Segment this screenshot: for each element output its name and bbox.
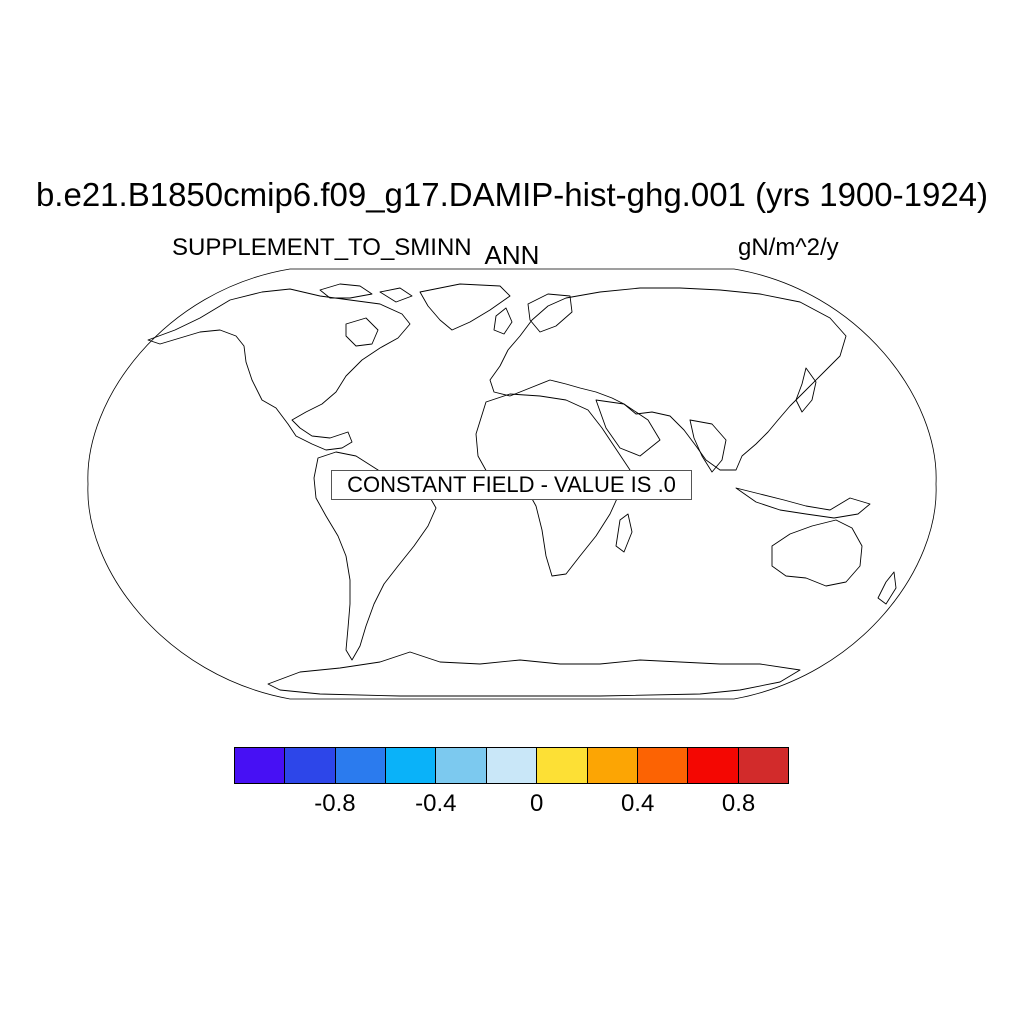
coastline-arabia [595, 399, 661, 457]
coastline-canada-islands [319, 283, 413, 303]
units-label: gN/m^2/y [738, 234, 839, 261]
coastline-greenland [419, 283, 511, 331]
colorbar-cell [537, 748, 588, 783]
colorbar [234, 747, 789, 784]
coastline-india [689, 419, 727, 473]
coastline-uk [493, 307, 513, 335]
variable-label: SUPPLEMENT_TO_SMINN [172, 234, 472, 261]
coastline-australia [771, 519, 863, 587]
colorbar-tick-label: 0.4 [620, 790, 655, 817]
colorbar-tick-label: 0 [530, 790, 544, 817]
coastline-japan [795, 367, 817, 413]
colorbar-cell [486, 748, 538, 783]
colorbar-cell [235, 748, 286, 783]
constant-field-message: CONSTANT FIELD - VALUE IS .0 [331, 470, 692, 500]
colorbar-tick-label: -0.4 [415, 790, 457, 817]
coastline-indonesia [735, 487, 871, 519]
colorbar-cell [436, 748, 487, 783]
coastline-antarctica [267, 651, 801, 697]
colorbar-cell [688, 748, 739, 783]
colorbar-cell [637, 748, 689, 783]
coastline-hudson [345, 317, 379, 347]
colorbar-cell [738, 748, 788, 783]
coastline-new-zealand [877, 571, 897, 605]
colorbar-cell [335, 748, 387, 783]
colorbar-cell [386, 748, 437, 783]
colorbar-tick-label: 0.8 [721, 790, 756, 817]
plot-title: b.e21.B1850cmip6.f09_g17.DAMIP-hist-ghg.… [35, 176, 989, 213]
season-label: ANN [484, 240, 540, 270]
colorbar-cell [587, 748, 638, 783]
coastline-madagascar [615, 513, 633, 553]
coastline-scandinavia [527, 293, 573, 333]
colorbar-tick-label: -0.8 [314, 790, 356, 817]
coastline-eurasia [489, 287, 847, 471]
colorbar-cell [285, 748, 336, 783]
